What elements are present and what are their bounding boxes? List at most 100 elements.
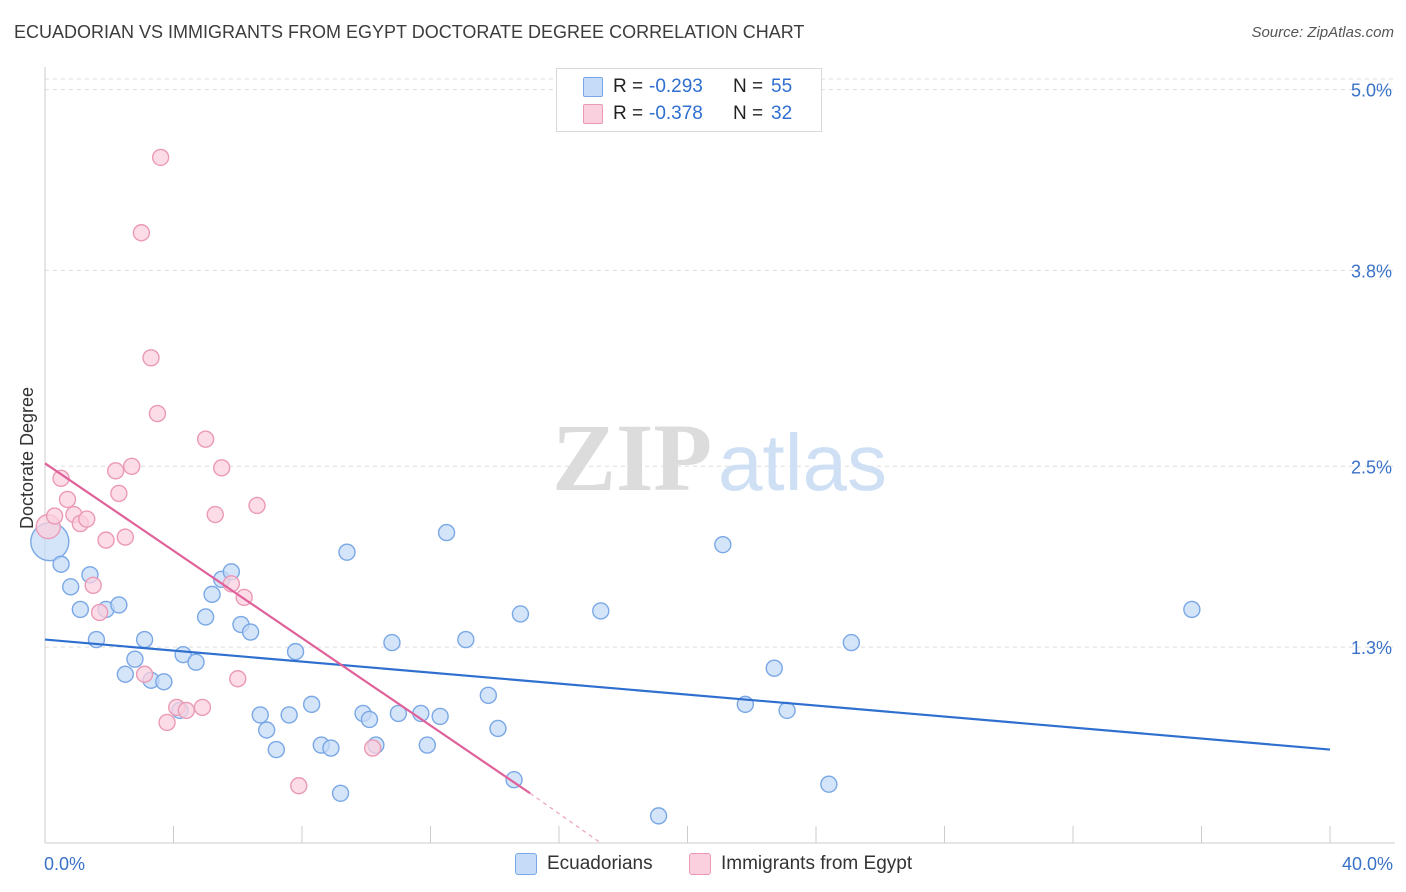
point-egypt	[123, 457, 141, 476]
point-ecuadorians	[267, 740, 285, 759]
watermark-atlas: atlas	[718, 418, 887, 507]
point-ecuadorians	[241, 623, 260, 641]
point-ecuadorians	[71, 600, 90, 619]
point-egypt	[142, 349, 160, 367]
point-egypt	[196, 430, 215, 448]
y-tick-label: 3.8%	[1351, 261, 1392, 281]
legend-r-label: R =	[613, 103, 644, 124]
point-egypt	[84, 576, 102, 595]
point-ecuadorians	[251, 706, 269, 724]
point-egypt	[248, 496, 266, 515]
trend-lines	[44, 462, 1331, 844]
x-tick-label-min: 0.0%	[44, 854, 85, 874]
trendline-egypt	[44, 462, 531, 795]
legend-r-value: -0.378	[649, 103, 703, 124]
point-ecuadorians	[187, 653, 205, 671]
point-ecuadorians	[52, 555, 70, 573]
point-ecuadorians	[714, 535, 732, 554]
point-ecuadorians	[155, 673, 173, 691]
point-ecuadorians	[360, 710, 379, 729]
point-egypt	[363, 739, 382, 757]
point-ecuadorians	[257, 721, 276, 739]
y-tick-label: 5.0%	[1351, 81, 1392, 101]
point-egypt	[290, 777, 308, 795]
stats-legend: R = -0.293 N = 55 R = -0.378 N = 32	[556, 68, 822, 132]
point-egypt	[206, 505, 224, 524]
axes	[44, 67, 1395, 844]
point-ecuadorians	[511, 605, 530, 623]
point-ecuadorians	[389, 704, 408, 723]
legend-n-value: 55	[771, 76, 793, 97]
point-ecuadorians	[489, 719, 507, 738]
point-egypt	[116, 528, 135, 546]
point-ecuadorians	[302, 695, 321, 714]
x-tick-label-max: 40.0%	[1342, 854, 1393, 874]
watermark-zip: ZIP	[552, 404, 712, 511]
point-egypt	[193, 698, 212, 717]
point-egypt	[151, 148, 170, 167]
point-egypt	[135, 665, 154, 683]
point-ecuadorians	[649, 807, 668, 825]
point-egypt	[212, 459, 231, 477]
x-tick-labels: 0.0% 40.0%	[44, 854, 1393, 874]
point-ecuadorians	[479, 686, 498, 705]
y-tick-labels: 1.3% 2.5% 3.8% 5.0%	[1351, 81, 1392, 659]
gridlines	[45, 78, 1395, 648]
point-ecuadorians	[110, 596, 128, 614]
point-ecuadorians	[280, 706, 298, 724]
series-ecuadorians-points	[30, 521, 1201, 825]
point-ecuadorians	[437, 523, 456, 542]
point-ecuadorians	[203, 585, 221, 604]
point-ecuadorians	[592, 602, 610, 620]
point-egypt	[90, 603, 109, 622]
chart-title: ECUADORIAN VS IMMIGRANTS FROM EGYPT DOCT…	[14, 22, 805, 42]
chart-source: Source: ZipAtlas.com	[1251, 24, 1394, 41]
point-ecuadorians	[418, 736, 436, 754]
legend-n-value: 32	[771, 103, 793, 124]
point-ecuadorians	[61, 578, 80, 596]
point-ecuadorians	[505, 771, 523, 789]
bottom-legend-label: Ecuadorians	[547, 853, 653, 874]
point-ecuadorians	[820, 775, 838, 793]
point-ecuadorians	[1183, 600, 1201, 619]
point-ecuadorians	[383, 633, 401, 652]
point-ecuadorians	[135, 630, 154, 649]
point-egypt	[78, 510, 96, 528]
point-ecuadorians	[457, 630, 475, 649]
point-ecuadorians	[322, 739, 340, 757]
watermark: ZIP atlas	[552, 404, 887, 511]
point-egypt	[177, 701, 196, 720]
y-tick-label: 2.5%	[1351, 457, 1392, 477]
legend-n-label: N =	[733, 103, 764, 124]
point-ecuadorians	[331, 784, 350, 802]
y-tick-label: 1.3%	[1351, 638, 1392, 658]
point-ecuadorians	[765, 659, 783, 677]
bottom-legend-swatch-blue	[515, 853, 537, 875]
legend-swatch-pink	[583, 104, 603, 124]
bottom-legend-swatch-pink	[689, 853, 711, 875]
point-ecuadorians	[196, 608, 215, 626]
point-egypt	[45, 507, 64, 525]
point-egypt	[229, 670, 247, 688]
point-ecuadorians	[842, 633, 861, 652]
point-egypt	[110, 484, 128, 503]
point-ecuadorians	[126, 650, 144, 668]
series-egypt-points	[35, 148, 382, 795]
point-egypt	[158, 713, 176, 732]
point-ecuadorians	[116, 665, 135, 683]
legend-r-label: R =	[613, 76, 644, 97]
legend-r-value: -0.293	[649, 76, 703, 97]
point-ecuadorians	[778, 701, 796, 720]
point-ecuadorians	[431, 707, 449, 726]
bottom-legend-label: Immigrants from Egypt	[721, 853, 913, 874]
point-egypt	[106, 462, 125, 480]
trendline-egypt-extension	[529, 792, 602, 844]
point-ecuadorians	[338, 543, 356, 561]
point-egypt	[148, 404, 167, 423]
point-egypt	[97, 531, 115, 549]
legend-swatch-blue	[583, 77, 603, 97]
point-egypt	[58, 490, 77, 509]
trendline-ecuadorians	[44, 638, 1331, 751]
y-axis-label: Doctorate Degree	[17, 387, 37, 529]
